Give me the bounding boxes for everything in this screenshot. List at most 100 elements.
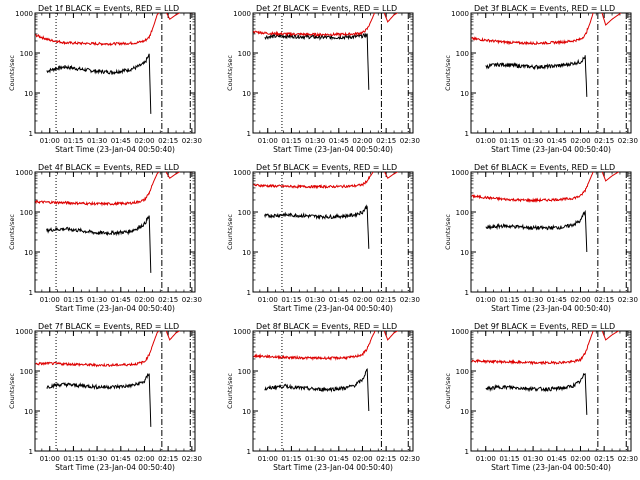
x-tick-label: 01:30 [87, 455, 107, 463]
y-tick-label: 1000 [233, 328, 251, 336]
chart-panel-8f: Det 8f BLACK = Events, RED = LLD 1 10 100 10… [226, 322, 420, 472]
y-tick-label: 100 [456, 50, 469, 58]
events-series-line [46, 53, 152, 114]
x-tick-label: 01:15 [63, 296, 83, 304]
x-tick-label: 02:30 [182, 296, 202, 304]
x-axis-label: Start Time (23-Jan-04 00:50:40) [273, 145, 393, 154]
y-axis-label: Counts/sec [8, 214, 16, 250]
y-tick-label: 1000 [233, 169, 251, 177]
lld-series-line [471, 13, 622, 46]
x-tick-label: 01:45 [547, 296, 567, 304]
x-tick-label: 01:00 [40, 296, 60, 304]
x-tick-label: 02:30 [400, 296, 420, 304]
x-axis-label: Start Time (23-Jan-04 00:50:40) [55, 145, 175, 154]
y-axis-label: Counts/sec [444, 373, 452, 409]
y-tick-label: 1 [29, 130, 33, 138]
x-tick-label: 02:15 [594, 137, 614, 145]
x-tick-label: 02:30 [182, 455, 202, 463]
x-tick-label: 02:15 [158, 296, 178, 304]
events-series-line [46, 215, 152, 273]
x-tick-label: 01:00 [476, 296, 496, 304]
lld-series-line [35, 331, 192, 368]
x-tick-label: 01:30 [523, 455, 543, 463]
x-tick-label: 02:15 [158, 137, 178, 145]
x-tick-label: 01:30 [523, 296, 543, 304]
x-tick-label: 01:00 [40, 455, 60, 463]
chart-title: Det 1f BLACK = Events, RED = LLD [38, 4, 179, 13]
y-tick-label: 100 [456, 209, 469, 217]
x-tick-label: 01:00 [258, 296, 278, 304]
x-tick-label: 01:15 [281, 296, 301, 304]
y-tick-label: 1 [465, 448, 469, 456]
x-tick-label: 02:30 [400, 455, 420, 463]
x-tick-label: 01:30 [305, 296, 325, 304]
plot-data-area [253, 331, 410, 451]
lld-series-line [471, 172, 620, 203]
x-tick-label: 02:15 [376, 137, 396, 145]
y-tick-label: 1000 [451, 328, 469, 336]
x-tick-label: 02:00 [352, 455, 372, 463]
x-tick-label: 01:30 [87, 296, 107, 304]
y-tick-label: 1 [29, 448, 33, 456]
x-tick-label: 01:15 [63, 455, 83, 463]
x-tick-label: 01:00 [258, 137, 278, 145]
events-series-line [264, 32, 370, 90]
x-axis-label: Start Time (23-Jan-04 00:50:40) [491, 463, 611, 472]
y-axis-label: Counts/sec [226, 373, 234, 409]
plot-data-area [253, 13, 409, 133]
x-tick-label: 02:00 [134, 137, 154, 145]
x-tick-label: 01:15 [499, 137, 519, 145]
plot-data-area [35, 13, 192, 133]
y-tick-label: 1 [465, 130, 469, 138]
y-tick-label: 1000 [451, 10, 469, 18]
x-tick-label: 01:15 [63, 137, 83, 145]
chart-panel-2f: Det 2f BLACK = Events, RED = LLD 1 10 100 10… [226, 4, 420, 154]
x-tick-label: 01:45 [547, 455, 567, 463]
plot-frame [470, 12, 632, 134]
chart-panel-6f: Det 6f BLACK = Events, RED = LLD 1 10 100 10… [444, 163, 638, 313]
lld-series-line [253, 331, 410, 361]
x-tick-label: 02:30 [618, 296, 638, 304]
x-tick-label: 01:30 [87, 137, 107, 145]
chart-panel-3f: Det 3f BLACK = Events, RED = LLD 1 10 100 10… [444, 4, 638, 154]
events-series-line [485, 372, 588, 415]
x-tick-label: 01:00 [476, 455, 496, 463]
chart-title: Det 6f BLACK = Events, RED = LLD [474, 163, 615, 172]
x-tick-label: 01:45 [111, 296, 131, 304]
x-axis-label: Start Time (23-Jan-04 00:50:40) [55, 463, 175, 472]
events-series-line [264, 368, 370, 412]
y-tick-label: 1000 [15, 10, 33, 18]
events-series-line [264, 204, 370, 249]
y-tick-label: 1 [247, 448, 251, 456]
y-tick-label: 10 [460, 249, 469, 257]
x-tick-label: 02:00 [134, 296, 154, 304]
plot-frame [34, 12, 196, 134]
x-tick-label: 02:30 [618, 137, 638, 145]
y-tick-label: 100 [20, 209, 33, 217]
y-axis-label: Counts/sec [226, 214, 234, 250]
y-tick-label: 10 [24, 408, 33, 416]
x-axis-label: Start Time (23-Jan-04 00:50:40) [491, 304, 611, 313]
x-tick-label: 01:15 [281, 137, 301, 145]
x-tick-label: 02:00 [352, 296, 372, 304]
x-tick-label: 01:45 [329, 137, 349, 145]
x-tick-label: 01:15 [499, 296, 519, 304]
chart-panel-1f: Det 1f BLACK = Events, RED = LLD 1 10 100 10… [8, 4, 202, 154]
y-tick-label: 1 [29, 289, 33, 297]
x-tick-label: 02:30 [182, 137, 202, 145]
x-axis-label: Start Time (23-Jan-04 00:50:40) [491, 145, 611, 154]
x-tick-label: 01:30 [523, 137, 543, 145]
x-tick-label: 01:45 [111, 455, 131, 463]
x-tick-label: 01:15 [281, 455, 301, 463]
x-tick-label: 02:15 [376, 296, 396, 304]
x-tick-label: 01:15 [499, 455, 519, 463]
x-tick-label: 01:00 [476, 137, 496, 145]
y-tick-label: 1000 [15, 169, 33, 177]
plot-frame [252, 171, 414, 293]
x-tick-label: 01:30 [305, 137, 325, 145]
chart-panel-7f: Det 7f BLACK = Events, RED = LLD 1 10 100 10… [8, 322, 202, 472]
x-tick-label: 01:45 [111, 137, 131, 145]
y-tick-label: 10 [460, 408, 469, 416]
chart-title: Det 5f BLACK = Events, RED = LLD [256, 163, 397, 172]
x-axis-label: Start Time (23-Jan-04 00:50:40) [273, 304, 393, 313]
